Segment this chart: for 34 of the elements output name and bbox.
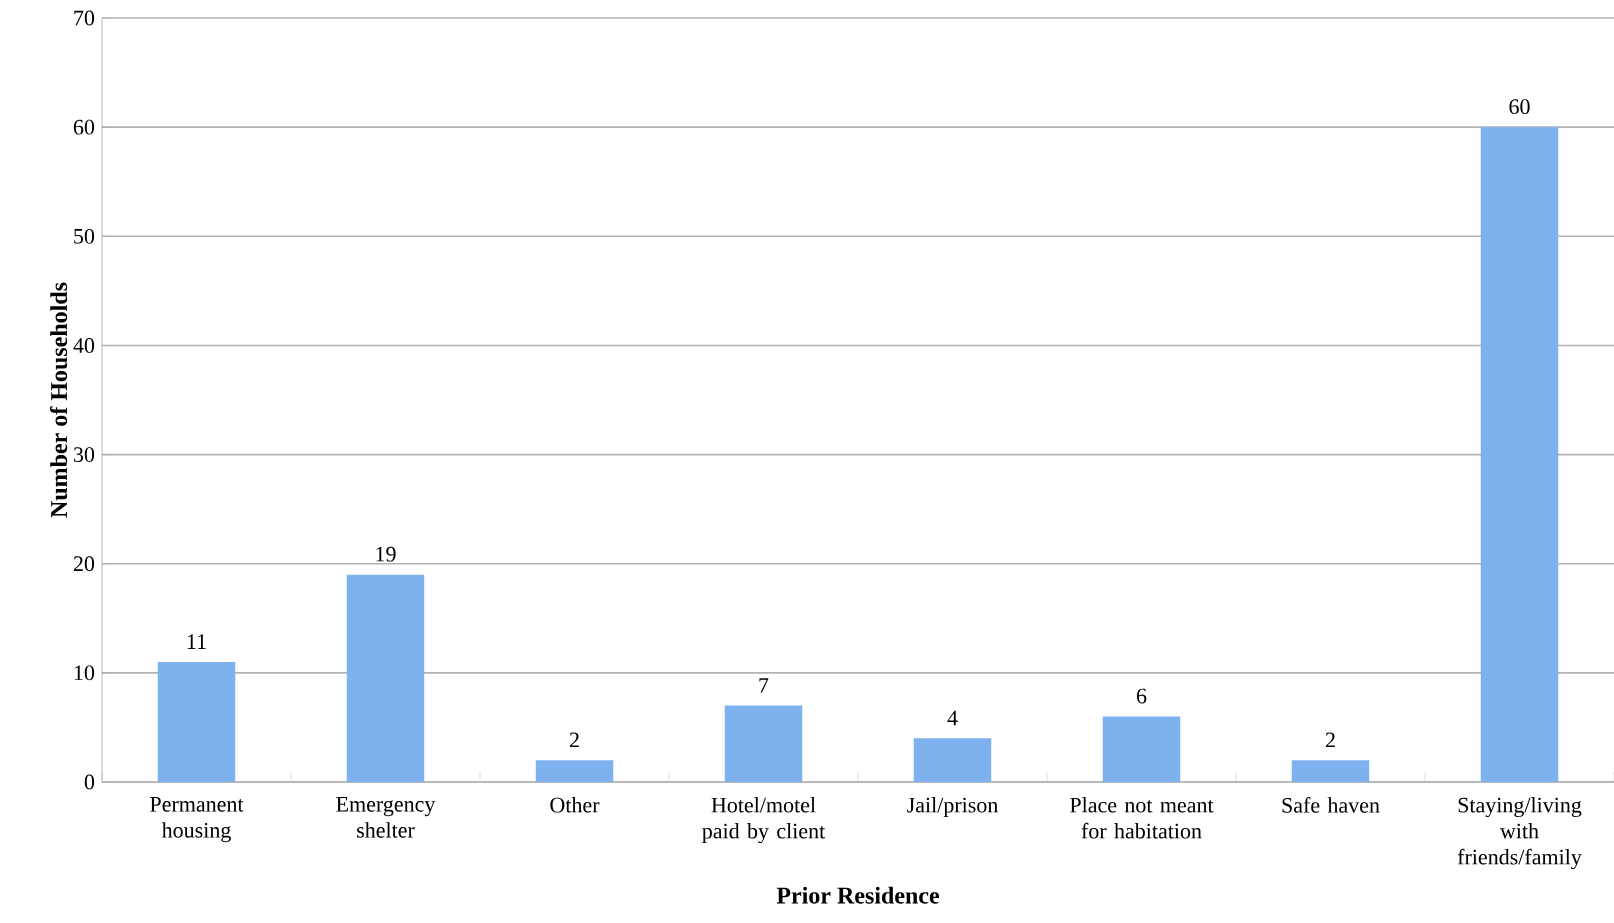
x-tick-label: Permanent housing xyxy=(150,797,244,843)
y-axis-title: Number of Households xyxy=(50,282,68,518)
x-tick-label: Staying/living with friends/family xyxy=(1457,797,1582,870)
y-tick-label: 10 xyxy=(74,665,95,681)
data-label: 2 xyxy=(1325,732,1335,748)
x-tick-label: Place not meant for habitation xyxy=(1070,797,1214,839)
bar xyxy=(346,574,425,782)
x-tick-label: Emergency shelter xyxy=(336,797,436,838)
bar xyxy=(1480,127,1559,782)
data-label: 60 xyxy=(1509,99,1530,115)
y-tick-label: 60 xyxy=(73,119,95,135)
bar xyxy=(535,760,614,782)
bar xyxy=(157,661,236,782)
bar xyxy=(1102,716,1181,782)
data-label: 6 xyxy=(1136,688,1147,704)
data-label: 7 xyxy=(759,678,769,693)
y-tick-label: 20 xyxy=(73,556,95,572)
x-tick-label: Jail/prison xyxy=(907,797,998,818)
y-tick-label: 0 xyxy=(84,774,95,790)
bar xyxy=(724,705,803,782)
x-tick-label: Hotel/motel paid by client xyxy=(702,797,826,844)
y-tick-label: 30 xyxy=(74,447,95,463)
data-label: 2 xyxy=(569,732,579,748)
y-tick-label: 70 xyxy=(74,10,95,26)
x-tick-label: Other xyxy=(550,797,600,813)
bar xyxy=(913,738,992,782)
data-label: 19 xyxy=(376,546,396,562)
data-label: 11 xyxy=(187,634,206,649)
y-tick-label: 40 xyxy=(73,338,95,353)
x-axis-title: Prior Residence xyxy=(776,886,940,904)
y-tick-label: 50 xyxy=(74,228,95,244)
data-label: 4 xyxy=(947,710,958,726)
x-tick-label: Safe haven xyxy=(1282,797,1380,813)
bar xyxy=(1291,760,1370,782)
